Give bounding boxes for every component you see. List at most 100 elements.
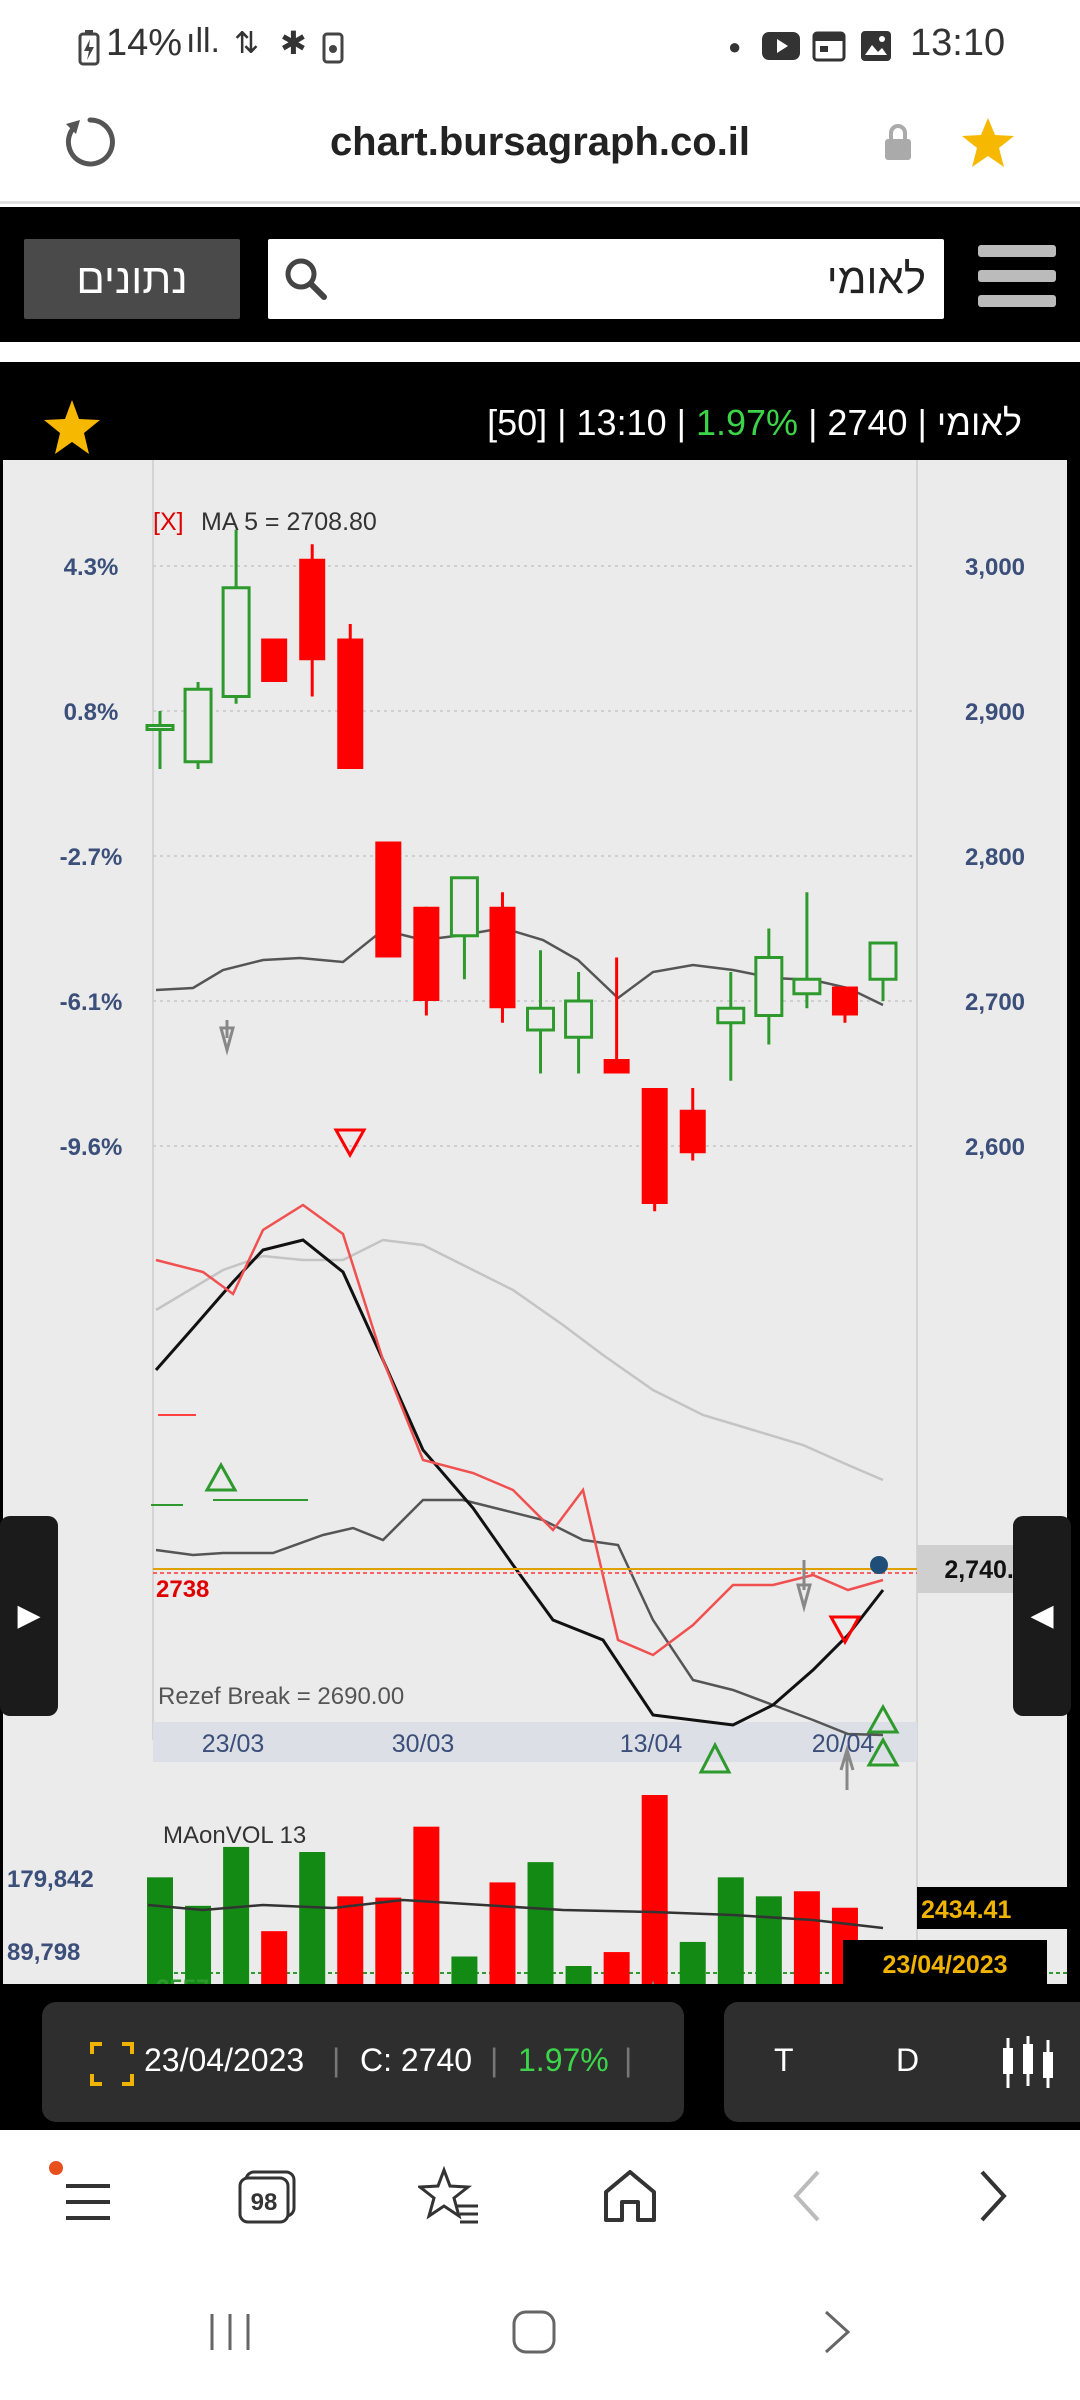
back-nav-icon[interactable]: [820, 2308, 856, 2356]
volume-bar: [603, 1952, 630, 1985]
volume-tag-bg: [917, 1887, 1067, 1929]
arrow-down-marker-2: [796, 1560, 812, 1613]
candlestick-type-icon[interactable]: [1000, 2036, 1056, 2090]
status-time: 13:10: [910, 22, 1006, 64]
info-change: 1.97%: [518, 2042, 609, 2078]
y-left-tick-label: 4.3%: [64, 554, 119, 581]
notification-dot-icon: ●: [728, 34, 742, 59]
candle-up: [526, 1006, 556, 1032]
volume-title: MAonVOL 13: [163, 1822, 306, 1849]
volume-bar: [147, 1877, 173, 1985]
timeframe-t-button[interactable]: T: [774, 2042, 794, 2078]
grid-lines: [153, 565, 917, 1147]
volume-bar: [185, 1905, 212, 1985]
calendar-icon: [812, 31, 846, 62]
x-axis-band: [153, 1722, 917, 1762]
search-icon[interactable]: [282, 255, 328, 301]
tabs-icon[interactable]: 98: [238, 2170, 298, 2226]
x-tick-label: 30/03: [392, 1730, 455, 1758]
youtube-icon: [762, 32, 800, 60]
candle-down: [299, 558, 326, 661]
favorite-star-icon[interactable]: [42, 398, 102, 456]
quote-change: 1.97%: [695, 402, 799, 443]
candle-down: [641, 1088, 668, 1204]
date-tag: 23/04/2023: [882, 1951, 1007, 1979]
quote-name: לאומי: [936, 402, 1022, 443]
volume-tick-label: 89,798: [7, 1939, 80, 1966]
candle-up: [792, 977, 822, 996]
level-label-2738: 2738: [156, 1576, 209, 1603]
divider: |: [490, 2042, 499, 2078]
data-transfer-icon: ⇅: [234, 27, 260, 60]
last-price-dot: [870, 1556, 888, 1574]
candlestick-chart[interactable]: 3,000 4.3% 2,900 0.8% 2,800 -2.7% 2,700 -6.1% 2,…: [3, 460, 1067, 2020]
triangle-up-marker-3: [866, 1703, 900, 1767]
volume-bar: [717, 1877, 744, 1985]
menu-icon[interactable]: [46, 2160, 116, 2230]
quote-price: 2740: [827, 402, 908, 443]
candle-down: [489, 906, 516, 1009]
candle-down: [413, 906, 440, 1001]
volume-bar: [489, 1882, 516, 1985]
info-close: C: 2740: [360, 2042, 473, 2078]
x-tick-label: 23/03: [202, 1730, 265, 1758]
timeframe-d-button[interactable]: D: [896, 2042, 920, 2078]
forward-icon[interactable]: [972, 2168, 1012, 2224]
y-right-tick-label: 2,800: [965, 844, 1025, 871]
quote-bar: לאומי | 2740 | 1.97% | 13:10 | [50]: [0, 362, 1080, 460]
y-right-tick-label: 2,900: [965, 699, 1025, 726]
volume-tag: 2434.41: [921, 1896, 1011, 1924]
arrow-up-marker: [839, 1744, 855, 1790]
y-left-tick-label: -6.1%: [60, 989, 123, 1016]
chart-plot-area[interactable]: 3,000 4.3% 2,900 0.8% 2,800 -2.7% 2,700 -6.1% 2,…: [0, 460, 1071, 2020]
triangle-up-marker-2: [698, 1741, 732, 1774]
volume-bar: [679, 1941, 706, 1985]
scroll-right-button[interactable]: ◀: [1013, 1516, 1071, 1716]
date-range-icon[interactable]: [90, 2042, 134, 2086]
chart-panel: לאומי | 2740 | 1.97% | 13:10 | [50]: [0, 362, 1080, 2020]
browser-url-bar: chart.bursagraph.co.il: [0, 92, 1080, 204]
back-icon[interactable]: [788, 2168, 828, 2224]
system-nav-bar: [0, 2270, 1080, 2400]
candle-down: [831, 986, 858, 1016]
battery-level: 14%: [106, 22, 183, 64]
volume-bar: [451, 1956, 478, 1985]
ma-close-tag[interactable]: [X]: [153, 508, 184, 536]
volume-bar: [413, 1826, 440, 1985]
scroll-left-button[interactable]: ▶: [0, 1516, 58, 1716]
reload-icon[interactable]: [62, 114, 118, 170]
x-tick-label: 20/04: [812, 1730, 875, 1758]
home-icon[interactable]: [600, 2166, 660, 2224]
candle-down: [337, 638, 364, 769]
rezef-label: Rezef Break = 2690.00: [158, 1683, 404, 1710]
bookmark-star-icon[interactable]: [960, 116, 1016, 170]
volume-bar: [527, 1862, 554, 1985]
triangle-up-marker: [204, 1461, 238, 1492]
info-bar: 23/04/2023 | C: 2740 | 1.97% | T D: [0, 1984, 1080, 2130]
y-left-tick-label: -9.6%: [60, 1134, 123, 1161]
triangle-down-marker: [333, 1128, 367, 1159]
y-left-tick-label: -2.7%: [60, 844, 123, 871]
lower-band: [155, 1498, 884, 1737]
candle-up: [564, 999, 594, 1039]
volume-bar: [375, 1897, 402, 1985]
candle-up: [183, 687, 213, 764]
indicator-bands: [154, 926, 885, 1737]
gallery-icon: [861, 31, 891, 61]
url-text[interactable]: chart.bursagraph.co.il: [329, 120, 751, 164]
candles: [145, 529, 898, 1985]
bookmarks-icon[interactable]: [418, 2166, 480, 2226]
search-input[interactable]: לאומי: [268, 239, 944, 319]
signal-line: [155, 1203, 884, 1657]
candle-down: [603, 1059, 630, 1074]
recent-apps-icon[interactable]: [206, 2310, 256, 2354]
search-value: לאומי: [826, 255, 926, 302]
home-nav-icon[interactable]: [510, 2308, 558, 2356]
hamburger-menu-icon[interactable]: [978, 243, 1056, 309]
lock-icon[interactable]: [882, 122, 914, 162]
volume-bar: [261, 1931, 288, 1985]
quote-summary: לאומי | 2740 | 1.97% | 13:10 | [50]: [487, 402, 1022, 443]
candle-up: [754, 956, 784, 1017]
data-button[interactable]: נתונים: [24, 239, 240, 319]
browser-bottom-nav: 98: [0, 2130, 1080, 2270]
